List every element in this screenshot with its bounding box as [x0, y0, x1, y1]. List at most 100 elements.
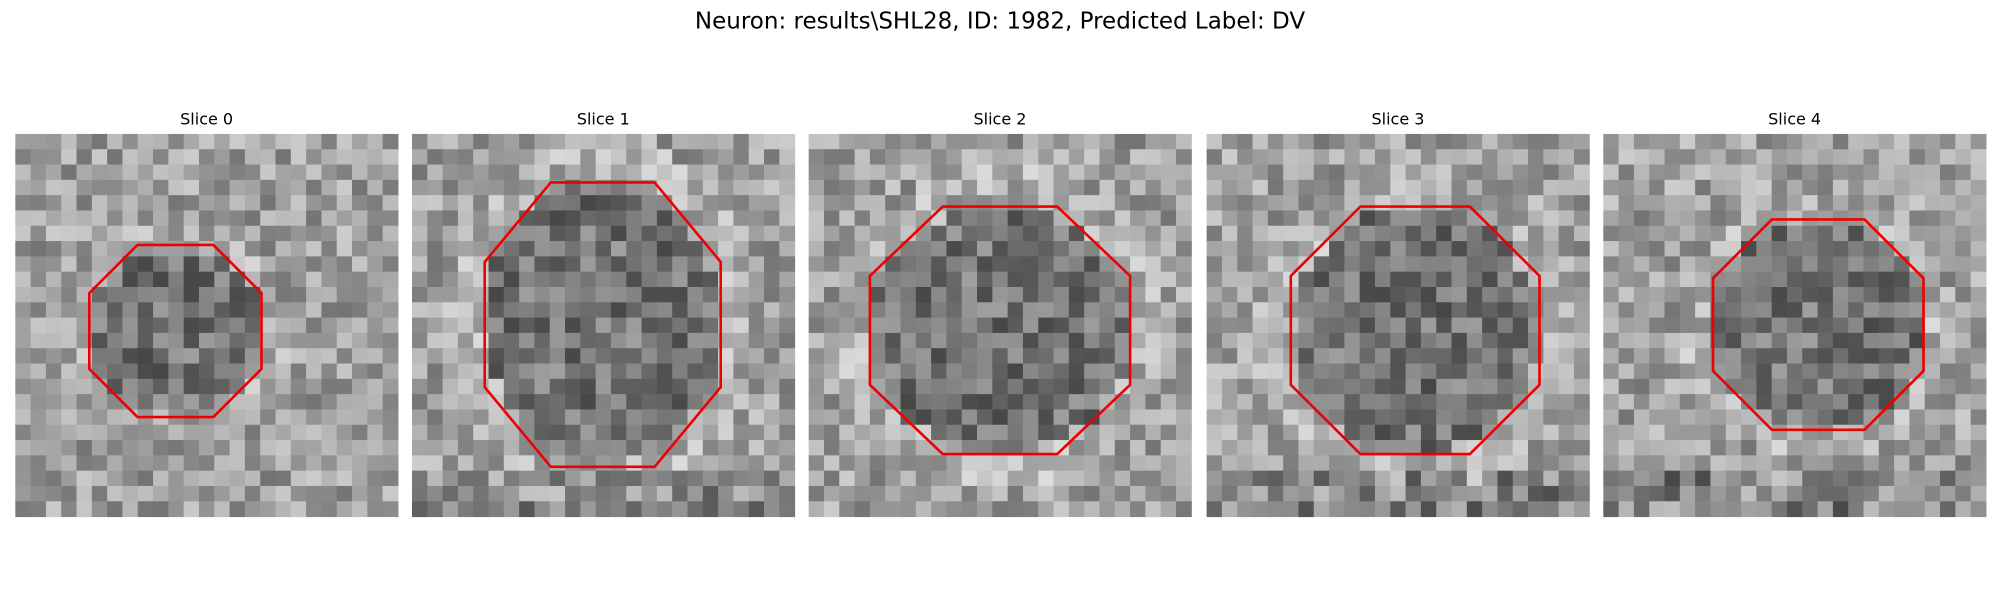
pixel — [687, 424, 704, 441]
pixel — [442, 363, 459, 380]
pixel — [1221, 210, 1238, 227]
pixel — [977, 363, 993, 380]
pixel — [931, 164, 947, 181]
pixel — [427, 394, 444, 410]
pixel — [336, 164, 353, 181]
pixel — [808, 149, 825, 166]
pixel — [656, 271, 673, 288]
pixel — [1558, 256, 1575, 273]
pixel — [168, 302, 185, 319]
pixel — [1543, 470, 1560, 487]
pixel — [641, 409, 658, 426]
pixel — [900, 317, 917, 334]
pixel — [503, 455, 520, 472]
pixel — [1909, 241, 1926, 257]
pixel — [672, 440, 688, 456]
pixel — [580, 179, 597, 196]
pixel — [457, 455, 474, 472]
pixel — [869, 363, 886, 380]
pixel — [1512, 317, 1529, 334]
pixel — [1848, 225, 1865, 242]
pixel — [1160, 256, 1177, 273]
pixel — [961, 302, 978, 319]
pixel — [244, 470, 261, 487]
pixel — [1558, 455, 1575, 472]
pixel — [427, 332, 444, 349]
pixel — [1924, 378, 1941, 395]
pixel — [1329, 241, 1345, 257]
pixel — [1832, 286, 1849, 303]
pixel — [30, 302, 47, 319]
pixel — [565, 455, 581, 472]
pixel — [1817, 394, 1834, 410]
pixel — [992, 394, 1009, 410]
pixel — [1420, 256, 1437, 273]
pixel — [91, 225, 108, 242]
pixel — [1771, 286, 1788, 303]
pixel — [352, 164, 368, 181]
pixel — [946, 378, 963, 395]
pixel — [137, 149, 154, 166]
pixel — [519, 470, 535, 487]
pixel — [1664, 470, 1681, 487]
pixel — [1466, 256, 1483, 273]
pixel — [1970, 363, 1987, 380]
pixel — [1221, 394, 1238, 410]
pixel — [1664, 501, 1681, 518]
pixel — [1466, 225, 1483, 242]
pixel — [748, 424, 765, 441]
pixel — [992, 286, 1009, 303]
pixel — [1924, 241, 1941, 257]
pixel — [839, 302, 856, 319]
pixel — [1283, 179, 1299, 196]
pixel — [839, 286, 856, 303]
pixel — [1329, 256, 1345, 273]
pixel — [15, 455, 32, 472]
pixel — [1756, 241, 1773, 257]
pixel — [702, 409, 719, 426]
pixel — [1512, 485, 1529, 502]
pixel — [306, 195, 322, 211]
pixel — [1741, 133, 1757, 150]
pixel — [1022, 149, 1039, 166]
pixel — [488, 485, 505, 502]
pixel — [900, 286, 917, 303]
pixel — [1221, 241, 1238, 257]
pixel — [1206, 195, 1223, 211]
pixel — [1543, 271, 1560, 288]
pixel — [961, 256, 978, 273]
pixel — [1679, 271, 1696, 288]
pixel — [1940, 286, 1956, 303]
pixel — [1771, 164, 1788, 181]
pixel — [260, 225, 277, 242]
pixel — [15, 440, 32, 456]
pixel — [1543, 210, 1560, 227]
pixel — [457, 164, 474, 181]
pixel — [1068, 363, 1085, 380]
pixel — [1955, 256, 1972, 273]
pixel — [1252, 149, 1269, 166]
pixel — [153, 424, 169, 441]
pixel — [76, 440, 93, 456]
pixel — [931, 440, 947, 456]
pixel — [122, 363, 139, 380]
pixel — [1451, 286, 1468, 303]
pixel — [1390, 286, 1407, 303]
pixel — [1390, 149, 1407, 166]
pixel — [1160, 241, 1177, 257]
pixel — [1313, 133, 1330, 150]
pixel — [1573, 271, 1590, 288]
pixel — [1252, 241, 1269, 257]
pixel — [869, 149, 886, 166]
pixel — [1970, 424, 1987, 441]
pixel — [961, 271, 978, 288]
pixel — [885, 378, 902, 395]
pixel — [1664, 485, 1681, 502]
pixel — [779, 485, 796, 502]
pixel — [839, 440, 856, 456]
pixel — [1497, 271, 1514, 288]
pixel — [1863, 424, 1880, 441]
pixel — [854, 485, 871, 502]
pixel — [595, 317, 612, 334]
pixel — [931, 424, 947, 441]
